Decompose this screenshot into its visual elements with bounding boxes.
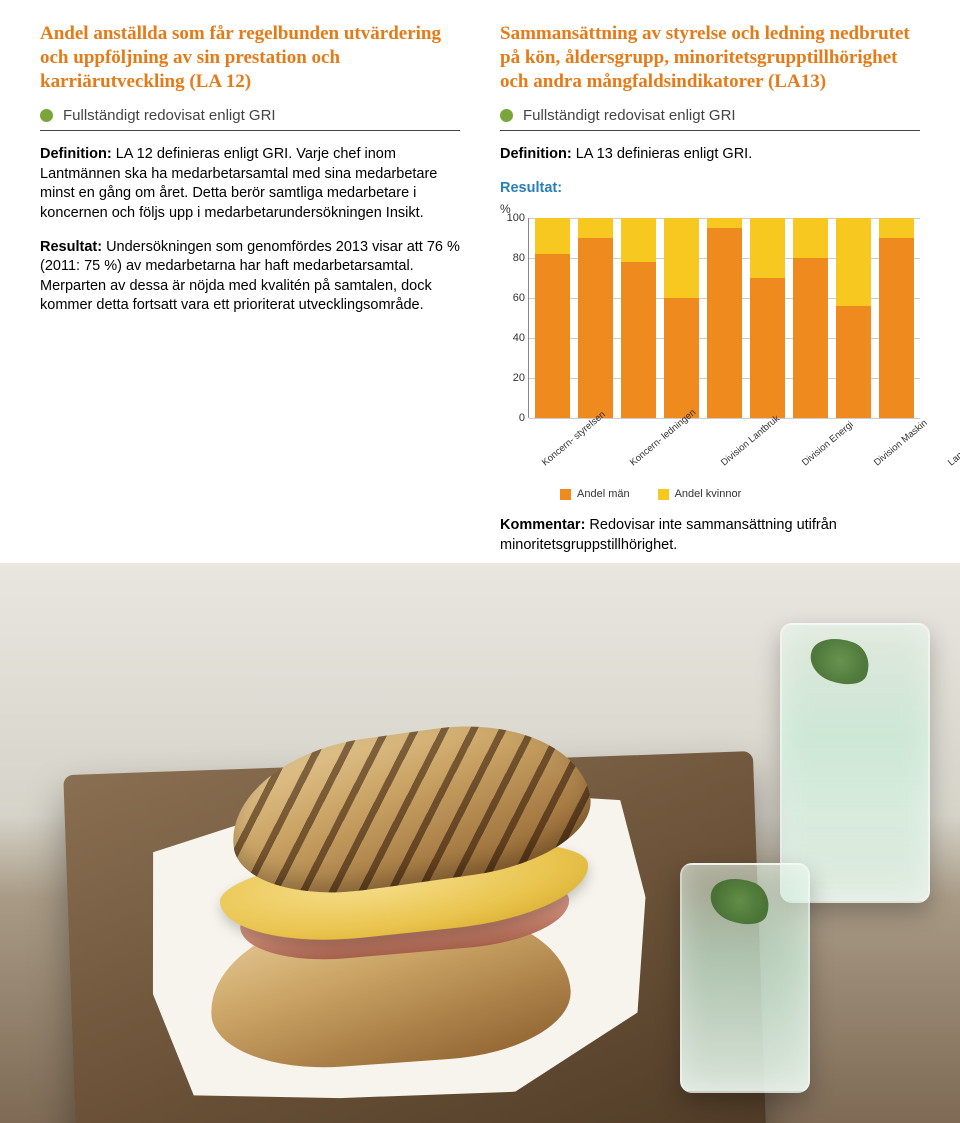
result-lead: Resultat:	[500, 180, 562, 196]
chart-y-tick: 20	[501, 372, 525, 384]
chart-bar	[793, 218, 828, 418]
bar-chart: 020406080100	[528, 218, 920, 418]
chart-container: % 020406080100 Koncern- styrelsenKoncern…	[500, 202, 920, 500]
hero-photo	[0, 563, 960, 1123]
chart-bar-segment	[793, 218, 828, 258]
chart-bar-stack	[535, 218, 570, 418]
chart-bar-segment	[879, 218, 914, 238]
result-body: Undersökningen som genomfördes 2013 visa…	[40, 239, 460, 314]
chart-bar-segment	[535, 218, 570, 254]
chart-y-tick: 60	[501, 292, 525, 304]
chart-bar-segment	[578, 218, 613, 238]
chart-bar-segment	[535, 254, 570, 418]
right-result-lead-row: Resultat:	[500, 179, 920, 199]
chart-bar-segment	[621, 218, 656, 262]
chart-bar-segment	[836, 306, 871, 418]
chart-bar-stack	[621, 218, 656, 418]
chart-bar-segment	[750, 218, 785, 278]
result-lead: Resultat:	[40, 239, 102, 255]
chart-x-labels: Koncern- styrelsenKoncern- ledningenDivi…	[528, 424, 920, 482]
status-dot-icon	[500, 109, 513, 122]
drink-glass-icon	[780, 623, 930, 903]
legend-label: Andel kvinnor	[675, 488, 742, 500]
right-gri-text: Fullständigt redovisat enligt GRI	[523, 107, 736, 124]
chart-y-tick: 0	[501, 412, 525, 424]
chart-bar-stack	[879, 218, 914, 418]
left-gri-row: Fullständigt redovisat enligt GRI	[40, 107, 460, 131]
right-comment: Kommentar: Redovisar inte sammansättning…	[500, 516, 920, 555]
chart-bar-stack	[578, 218, 613, 418]
chart-bar	[836, 218, 871, 418]
chart-bar-stack	[664, 218, 699, 418]
chart-bar-segment	[793, 258, 828, 418]
chart-bar	[578, 218, 613, 418]
chart-bar	[707, 218, 742, 418]
left-column: Andel anställda som får regelbunden utvä…	[40, 22, 460, 556]
definition-body: LA 13 definieras enligt GRI.	[572, 146, 753, 162]
chart-bar	[879, 218, 914, 418]
chart-y-tick: 40	[501, 332, 525, 344]
chart-bar-segment	[707, 218, 742, 228]
left-result: Resultat: Undersökningen som genomfördes…	[40, 238, 460, 316]
right-gri-row: Fullständigt redovisat enligt GRI	[500, 107, 920, 131]
comment-lead: Kommentar:	[500, 517, 585, 533]
chart-bar	[621, 218, 656, 418]
chart-legend: Andel mänAndel kvinnor	[560, 488, 920, 500]
chart-bar-segment	[707, 228, 742, 418]
chart-bar-segment	[578, 238, 613, 418]
chart-bar-stack	[750, 218, 785, 418]
chart-bar-stack	[836, 218, 871, 418]
chart-y-tick: 100	[501, 212, 525, 224]
left-gri-text: Fullständigt redovisat enligt GRI	[63, 107, 276, 124]
definition-lead: Definition:	[500, 146, 572, 162]
chart-y-unit: %	[500, 202, 920, 216]
chart-bar-segment	[836, 218, 871, 306]
chart-bar-segment	[750, 278, 785, 418]
left-title: Andel anställda som får regelbunden utvä…	[40, 22, 460, 93]
chart-bar-segment	[664, 298, 699, 418]
chart-bar-segment	[621, 262, 656, 418]
chart-bar	[664, 218, 699, 418]
chart-y-tick: 80	[501, 252, 525, 264]
right-column: Sammansättning av styrelse och ledning n…	[500, 22, 920, 556]
right-title: Sammansättning av styrelse och ledning n…	[500, 22, 920, 93]
definition-lead: Definition:	[40, 146, 112, 162]
drink-glass-icon	[680, 863, 810, 1093]
chart-bar-segment	[664, 218, 699, 298]
status-dot-icon	[40, 109, 53, 122]
sandwich-icon	[190, 733, 620, 1073]
chart-bar	[535, 218, 570, 418]
right-definition: Definition: LA 13 definieras enligt GRI.	[500, 145, 920, 165]
chart-bar-stack	[793, 218, 828, 418]
chart-bar-stack	[707, 218, 742, 418]
chart-bar	[750, 218, 785, 418]
chart-bars	[529, 218, 920, 418]
page-columns: Andel anställda som får regelbunden utvä…	[0, 0, 960, 556]
left-definition: Definition: LA 12 definieras enligt GRI.…	[40, 145, 460, 223]
chart-bar-segment	[879, 238, 914, 418]
